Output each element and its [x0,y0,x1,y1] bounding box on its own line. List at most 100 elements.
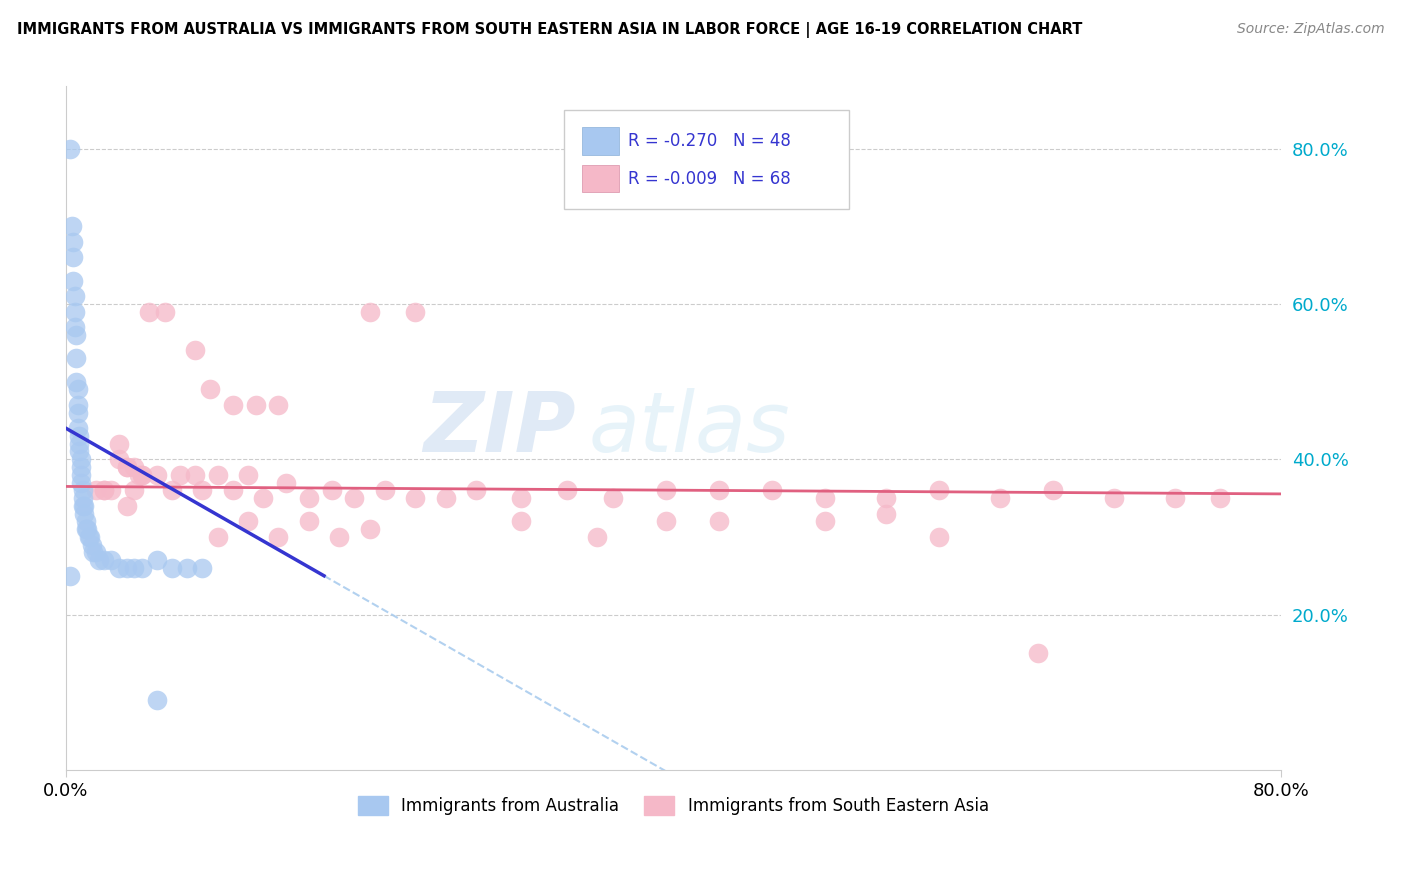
Point [198,382,221,396]
Point [510,491,533,505]
Point [1209,491,1232,505]
Point [122,561,145,575]
Point [359,304,381,318]
Point [586,530,609,544]
Point [510,515,533,529]
Point [108,561,131,575]
Point [70,452,93,467]
Point [222,398,245,412]
Point [176,561,198,575]
Point [82,545,104,559]
Point [169,467,191,482]
Point [274,475,297,490]
Point [191,483,214,498]
Point [100,553,122,567]
Point [707,515,730,529]
Point [131,561,153,575]
Point [814,515,837,529]
Point [72,483,94,498]
Point [72,499,94,513]
Point [160,483,183,498]
Point [122,483,145,498]
Point [108,452,131,467]
Point [298,491,321,505]
Point [65,328,87,343]
Point [245,398,267,412]
Point [128,467,150,482]
Point [404,491,426,505]
Text: IMMIGRANTS FROM AUSTRALIA VS IMMIGRANTS FROM SOUTH EASTERN ASIA IN LABOR FORCE |: IMMIGRANTS FROM AUSTRALIA VS IMMIGRANTS … [17,22,1083,38]
Point [84,545,107,559]
Point [80,538,103,552]
Point [59,568,82,582]
Point [236,515,259,529]
Point [69,436,91,450]
Point [60,219,83,234]
Point [115,499,138,513]
Point [1163,491,1185,505]
Point [184,467,207,482]
Point [66,398,89,412]
Point [138,304,160,318]
Point [93,553,115,567]
Point [191,561,214,575]
Point [62,274,84,288]
Point [70,475,93,490]
Point [343,491,366,505]
Text: R = -0.009   N = 68: R = -0.009 N = 68 [628,169,792,187]
Point [222,483,245,498]
Text: atlas: atlas [588,388,790,468]
Point [404,304,426,318]
Point [122,460,145,475]
Point [131,467,153,482]
Point [146,553,169,567]
Point [66,382,89,396]
Point [267,530,290,544]
Point [75,515,97,529]
Point [1026,647,1049,661]
Point [146,693,169,707]
Point [72,491,94,505]
Point [77,530,100,544]
Point [115,460,138,475]
Point [131,467,153,482]
Point [75,522,97,536]
Legend: Immigrants from Australia, Immigrants from South Eastern Asia: Immigrants from Australia, Immigrants fr… [350,788,997,823]
Point [207,467,229,482]
Point [153,304,176,318]
Point [236,467,259,482]
Point [89,553,111,567]
Point [65,351,87,366]
FancyBboxPatch shape [564,111,849,210]
Point [62,235,84,249]
Point [63,289,86,303]
Point [66,406,89,420]
Bar [582,165,619,193]
Point [988,491,1011,505]
Bar [582,128,619,154]
Point [359,522,381,536]
Point [298,515,321,529]
Point [73,499,96,513]
Point [814,491,837,505]
Point [267,398,290,412]
Point [65,375,87,389]
Point [66,421,89,435]
Point [84,483,107,498]
Point [928,530,950,544]
Point [63,304,86,318]
Point [70,460,93,475]
Point [115,460,138,475]
Point [654,515,676,529]
Text: R = -0.270   N = 48: R = -0.270 N = 48 [628,132,792,150]
Point [654,483,676,498]
Point [875,507,897,521]
Point [555,483,578,498]
Point [69,429,91,443]
Text: Source: ZipAtlas.com: Source: ZipAtlas.com [1237,22,1385,37]
Point [707,483,730,498]
Point [146,467,169,482]
Point [73,507,96,521]
Point [321,483,343,498]
Point [79,530,101,544]
